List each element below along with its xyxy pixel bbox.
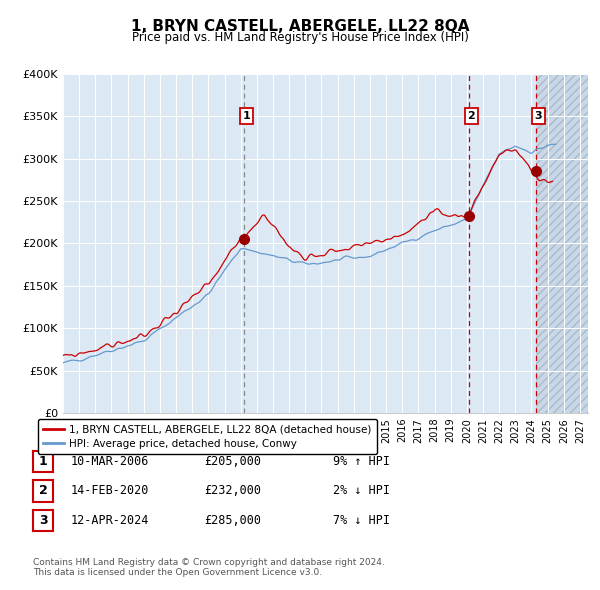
Legend: 1, BRYN CASTELL, ABERGELE, LL22 8QA (detached house), HPI: Average price, detach: 1, BRYN CASTELL, ABERGELE, LL22 8QA (det…	[38, 419, 377, 454]
Text: 7% ↓ HPI: 7% ↓ HPI	[333, 514, 390, 527]
Text: 3: 3	[39, 514, 47, 527]
Text: Price paid vs. HM Land Registry's House Price Index (HPI): Price paid vs. HM Land Registry's House …	[131, 31, 469, 44]
Bar	[536, 74, 588, 413]
Text: £232,000: £232,000	[204, 484, 261, 497]
Text: 1: 1	[39, 455, 47, 468]
Text: 2% ↓ HPI: 2% ↓ HPI	[333, 484, 390, 497]
Text: 3: 3	[535, 111, 542, 121]
Text: 10-MAR-2006: 10-MAR-2006	[71, 455, 149, 468]
Text: 12-APR-2024: 12-APR-2024	[71, 514, 149, 527]
Text: £285,000: £285,000	[204, 514, 261, 527]
Text: 1: 1	[242, 111, 250, 121]
Text: 9% ↑ HPI: 9% ↑ HPI	[333, 455, 390, 468]
Text: £205,000: £205,000	[204, 455, 261, 468]
Text: 1, BRYN CASTELL, ABERGELE, LL22 8QA: 1, BRYN CASTELL, ABERGELE, LL22 8QA	[131, 19, 469, 34]
Text: 14-FEB-2020: 14-FEB-2020	[71, 484, 149, 497]
Text: 2: 2	[39, 484, 47, 497]
Bar	[536, 74, 588, 413]
Text: Contains HM Land Registry data © Crown copyright and database right 2024.
This d: Contains HM Land Registry data © Crown c…	[33, 558, 385, 577]
Text: 2: 2	[467, 111, 475, 121]
